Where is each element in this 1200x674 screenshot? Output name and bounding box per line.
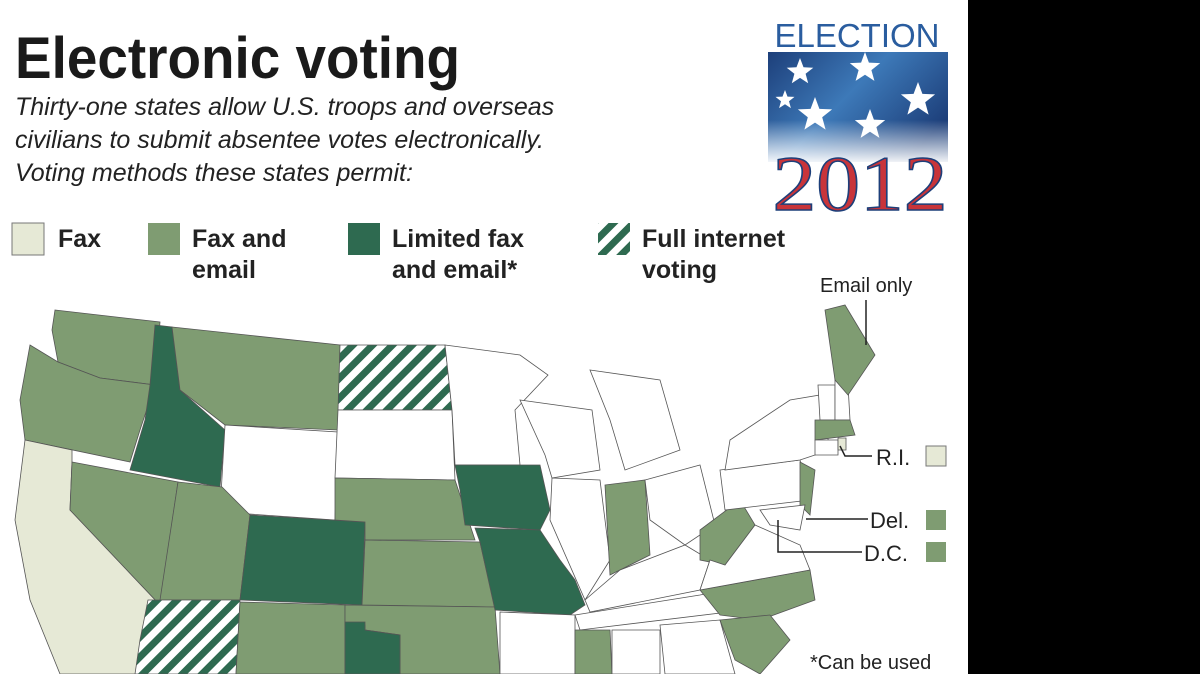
state: [444, 344, 549, 466]
star: [786, 58, 814, 84]
annotation-swatch: [925, 445, 947, 467]
legend-swatch: [148, 223, 180, 255]
annotation: Email only: [820, 275, 912, 297]
election-badge: ELECTION 2012: [768, 17, 948, 228]
state: [799, 461, 816, 516]
state: [814, 439, 839, 456]
state: [589, 369, 681, 471]
state: [235, 601, 346, 674]
footnote: *Can be used: [810, 652, 931, 674]
legend-swatch: [11, 222, 45, 256]
annotation: Del.: [870, 508, 909, 533]
state: [171, 326, 341, 431]
leader-line: [777, 520, 862, 553]
star: [775, 90, 795, 109]
star: [849, 52, 881, 81]
legend-label: Fax: [58, 225, 102, 253]
state: [344, 621, 401, 674]
subtitle: civilians to submit absentee votes elect…: [15, 126, 544, 154]
state: [611, 629, 661, 674]
leader-line: [839, 445, 872, 457]
us-map: [14, 304, 876, 674]
star: [900, 82, 936, 115]
state: [817, 384, 836, 421]
state: [454, 464, 551, 531]
state: [814, 419, 856, 441]
state: [474, 527, 586, 616]
state: [519, 399, 601, 479]
legend-label: Fax and email: [192, 225, 287, 284]
annotation: R.I.: [876, 445, 910, 470]
subtitle: Thirty-one states allow U.S. troops and …: [15, 93, 554, 121]
state: [334, 409, 456, 481]
state: [574, 629, 613, 674]
badge-year: 2012: [773, 140, 948, 227]
state: [659, 619, 736, 674]
badge-label: ELECTION: [774, 17, 939, 54]
state: [837, 437, 847, 451]
state: [699, 524, 811, 591]
state: [824, 304, 876, 396]
annotation-swatch: [926, 510, 946, 530]
legend-label: Limited fax and email*: [392, 225, 524, 284]
title: Electronic voting: [15, 26, 460, 91]
legend-swatch: [348, 223, 380, 255]
annotation: D.C.: [864, 541, 908, 566]
subtitle: Voting methods these states permit:: [15, 159, 413, 187]
legend-label: Full internet voting: [642, 225, 786, 284]
legend-swatch: [598, 223, 630, 255]
star: [797, 97, 833, 130]
state: [719, 614, 791, 674]
annotation-swatch: [926, 542, 946, 562]
state: [19, 344, 156, 463]
state: [361, 539, 496, 608]
state: [604, 479, 651, 576]
state: [337, 344, 453, 411]
state: [239, 514, 366, 606]
flag-fade: [768, 120, 948, 165]
state: [759, 504, 806, 531]
state: [499, 611, 576, 674]
state: [549, 477, 611, 601]
state: [134, 599, 241, 674]
